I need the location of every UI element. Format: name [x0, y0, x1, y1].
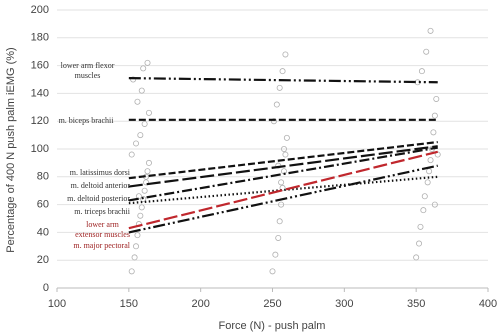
- x-axis-title: Force (N) - push palm: [219, 320, 326, 332]
- y-tick-label: 180: [31, 32, 49, 44]
- line-label: m. major pectoral: [73, 241, 130, 250]
- data-point: [270, 118, 277, 125]
- line-label: lower arm flexor muscles: [60, 61, 115, 80]
- data-point: [421, 193, 428, 200]
- line-label: m. latissimus dorsi: [69, 168, 130, 177]
- regression-line: [128, 77, 438, 84]
- data-point: [269, 268, 276, 275]
- data-point: [145, 109, 152, 116]
- y-tick-label: 160: [31, 60, 49, 72]
- regression-line: [128, 146, 438, 202]
- data-point: [431, 112, 438, 119]
- data-point: [133, 243, 140, 250]
- data-point: [141, 120, 148, 127]
- data-point: [427, 27, 434, 34]
- regression-line: [128, 164, 438, 234]
- line-label: m. deltoid posterior: [67, 194, 130, 203]
- data-point: [128, 151, 135, 158]
- y-tick-label: 200: [31, 4, 49, 16]
- data-point: [280, 145, 287, 152]
- data-point: [137, 132, 144, 139]
- data-point: [427, 157, 434, 164]
- line-label: m. triceps brachii: [74, 207, 130, 216]
- line-label: m. biceps brachii: [58, 116, 114, 125]
- data-point: [140, 196, 147, 203]
- x-tick-label: 150: [120, 298, 138, 310]
- data-point: [144, 168, 151, 175]
- data-point: [417, 223, 424, 230]
- data-point: [430, 129, 437, 136]
- data-point: [423, 48, 430, 55]
- data-point: [145, 159, 152, 166]
- data-point: [128, 268, 135, 275]
- data-point: [420, 207, 427, 214]
- y-tick-label: 100: [31, 143, 49, 155]
- data-point: [141, 187, 148, 194]
- data-point: [279, 184, 286, 191]
- data-point: [278, 179, 285, 186]
- x-tick-label: 100: [48, 298, 66, 310]
- data-point: [133, 140, 140, 147]
- y-tick-label: 40: [37, 226, 49, 238]
- y-tick-label: 0: [43, 282, 49, 294]
- data-point: [134, 232, 141, 239]
- regression-line: [128, 150, 438, 230]
- data-point: [144, 59, 151, 66]
- data-point: [431, 201, 438, 208]
- data-point: [276, 218, 283, 225]
- data-point: [282, 51, 289, 58]
- x-tick-label: 350: [407, 298, 425, 310]
- y-tick-label: 20: [37, 254, 49, 266]
- data-point: [275, 234, 282, 241]
- data-point: [282, 151, 289, 158]
- data-point: [279, 68, 286, 75]
- data-point: [130, 76, 137, 83]
- data-point: [138, 87, 145, 94]
- data-point: [413, 254, 420, 261]
- data-point: [424, 179, 431, 186]
- y-tick-label: 120: [31, 115, 49, 127]
- x-tick-label: 300: [335, 298, 353, 310]
- data-point: [426, 168, 433, 175]
- data-point: [272, 251, 279, 258]
- y-tick-label: 140: [31, 87, 49, 99]
- regression-line: [128, 145, 438, 188]
- data-point: [137, 212, 144, 219]
- data-point: [278, 201, 285, 208]
- data-point: [283, 134, 290, 141]
- data-point: [418, 68, 425, 75]
- y-axis-title: Percentage of 400 N push palm iEMG (%): [5, 47, 17, 252]
- data-point: [135, 193, 142, 200]
- line-label: m. deltoid anterior: [70, 181, 130, 190]
- x-tick-label: 250: [263, 298, 281, 310]
- data-point: [138, 204, 145, 211]
- y-tick-label: 60: [37, 199, 49, 211]
- data-point: [273, 101, 280, 108]
- data-point: [131, 254, 138, 261]
- data-point: [134, 98, 141, 105]
- x-tick-label: 400: [479, 298, 497, 310]
- data-point: [276, 84, 283, 91]
- line-label: lower arm extensor muscles: [75, 220, 130, 239]
- data-point: [140, 65, 147, 72]
- data-point: [433, 95, 440, 102]
- x-tick-label: 200: [191, 298, 209, 310]
- data-point: [416, 240, 423, 247]
- regression-line: [128, 140, 438, 180]
- y-tick-label: 80: [37, 171, 49, 183]
